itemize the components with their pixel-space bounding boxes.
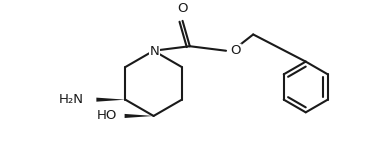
Polygon shape — [96, 98, 125, 102]
Text: O: O — [177, 2, 188, 14]
Text: HO: HO — [97, 109, 117, 122]
Polygon shape — [124, 114, 153, 118]
Text: N: N — [150, 45, 159, 58]
Text: H₂N: H₂N — [59, 93, 84, 106]
Text: O: O — [230, 44, 241, 57]
